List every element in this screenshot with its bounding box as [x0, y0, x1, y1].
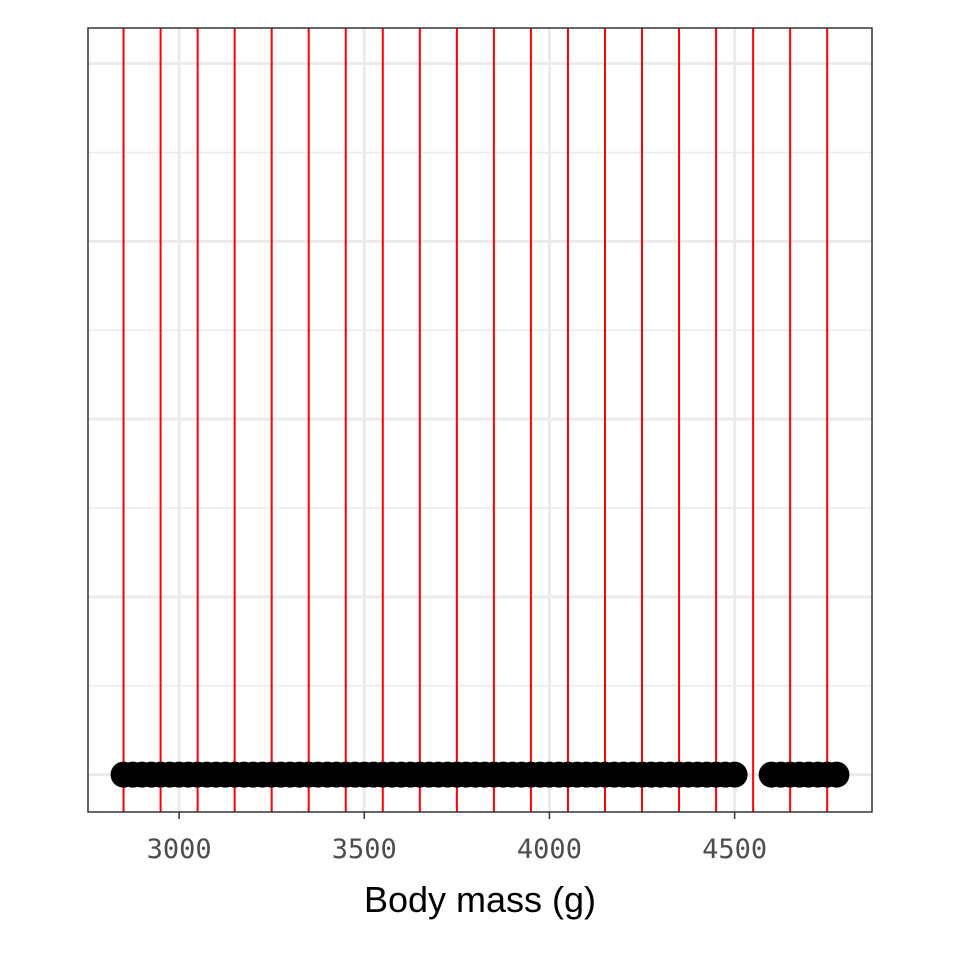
point	[721, 761, 748, 788]
vlines	[122, 28, 829, 812]
panel-border	[87, 27, 873, 813]
points	[110, 761, 850, 788]
x-axis: 3000 3500 4000 4500	[147, 812, 767, 865]
x-tick-label: 3500	[332, 834, 397, 865]
x-tick-label: 4000	[517, 834, 582, 865]
x-tick-label: 4500	[702, 834, 767, 865]
x-axis-title: Body mass (g)	[364, 879, 596, 920]
x-tick-label: 3000	[147, 834, 212, 865]
point	[823, 761, 850, 788]
